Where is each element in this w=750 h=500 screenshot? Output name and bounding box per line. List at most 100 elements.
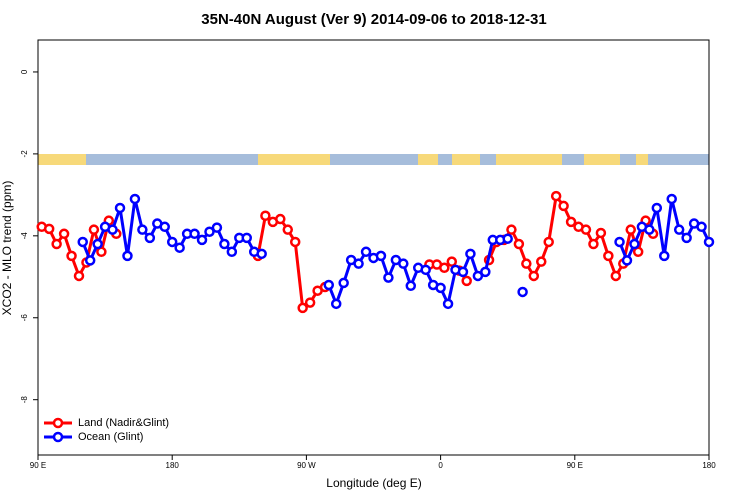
y-tick-label: -2 — [20, 150, 29, 158]
data-point — [472, 270, 484, 282]
legend-label: Land (Nadir&Glint) — [78, 417, 169, 429]
data-point — [621, 255, 633, 266]
data-point — [304, 297, 316, 308]
legend-label: Ocean (Glint) — [78, 431, 143, 443]
data-point — [513, 238, 525, 250]
data-point — [129, 193, 141, 205]
data-point — [211, 222, 223, 233]
data-point — [241, 232, 253, 244]
data-point — [383, 272, 394, 283]
data-point — [696, 221, 707, 233]
y-tick-label: -8 — [20, 396, 29, 404]
data-point — [353, 258, 364, 269]
data-point — [703, 236, 715, 248]
data-point — [517, 286, 528, 298]
data-point — [673, 224, 685, 235]
data-point — [260, 210, 271, 222]
data-point — [289, 236, 301, 248]
chart-title: 35N-40N August (Ver 9) 2014-09-06 to 201… — [201, 11, 546, 28]
x-tick-label: 90 E — [30, 461, 46, 470]
y-tick-label: 0 — [20, 69, 29, 74]
data-point — [666, 193, 677, 205]
data-point — [543, 236, 554, 248]
data-point — [446, 256, 458, 267]
data-point — [681, 232, 692, 244]
land-ocean-strip — [38, 154, 709, 165]
data-point — [625, 224, 636, 235]
plot-frame — [37, 39, 710, 456]
data-point — [96, 246, 107, 258]
x-tick-label: 180 — [166, 461, 180, 470]
data-point — [439, 262, 450, 274]
data-point — [629, 238, 640, 250]
data-point — [550, 190, 562, 202]
data-point — [73, 270, 85, 282]
legend-marker — [52, 431, 64, 443]
data-point — [88, 224, 100, 235]
data-point — [66, 250, 77, 262]
data-point — [137, 224, 148, 235]
data-point — [435, 282, 446, 294]
data-point — [465, 248, 476, 260]
x-tick-label: 180 — [702, 461, 716, 470]
y-tick-label: -4 — [20, 232, 29, 240]
data-point — [84, 255, 96, 266]
data-point — [360, 246, 372, 258]
data-point — [603, 250, 614, 262]
data-point — [506, 224, 517, 235]
x-axis-label: Longitude (deg E) — [326, 476, 421, 490]
data-point — [92, 238, 103, 250]
data-point — [174, 242, 185, 253]
data-point — [610, 270, 622, 282]
x-tick-label: 0 — [438, 461, 443, 470]
data-point — [338, 277, 349, 289]
data-point — [256, 248, 267, 260]
data-point — [565, 216, 577, 228]
data-point — [502, 233, 513, 244]
data-point — [275, 213, 286, 225]
data-point — [580, 224, 592, 235]
data-point — [77, 236, 88, 248]
data-point — [323, 279, 335, 291]
data-point — [558, 200, 569, 212]
data-point — [189, 228, 200, 240]
data-point — [107, 224, 118, 235]
data-point — [297, 302, 308, 314]
data-point — [461, 275, 472, 287]
data-point — [588, 238, 599, 250]
data-point — [51, 238, 62, 250]
data-point — [595, 227, 607, 239]
data-point — [528, 270, 540, 282]
data-point — [536, 256, 547, 267]
data-point — [375, 250, 387, 262]
data-point — [196, 234, 208, 246]
x-tick-label: 90 W — [297, 461, 316, 470]
data-point — [330, 298, 342, 310]
data-point — [651, 202, 663, 214]
data-point — [226, 246, 238, 258]
data-point — [114, 202, 126, 214]
data-point — [659, 250, 670, 262]
data-point — [457, 266, 469, 278]
legend-marker — [52, 417, 64, 429]
data-point — [166, 236, 178, 248]
data-point — [282, 224, 294, 235]
data-point — [420, 264, 431, 276]
data-point — [398, 258, 409, 269]
data-point — [614, 236, 625, 248]
y-tick-label: -6 — [20, 314, 29, 322]
data-point — [144, 232, 156, 244]
data-point — [644, 224, 655, 235]
data-point — [480, 266, 491, 278]
data-point — [122, 250, 133, 262]
data-point — [219, 238, 230, 250]
x-tick-label: 90 E — [567, 461, 583, 470]
data-point — [58, 228, 70, 240]
data-point — [632, 246, 644, 258]
data-point — [442, 298, 454, 310]
data-point — [204, 226, 215, 237]
data-point — [43, 223, 55, 235]
data-point — [521, 258, 532, 269]
y-axis-label: XCO2 - MLO trend (ppm) — [0, 181, 14, 316]
